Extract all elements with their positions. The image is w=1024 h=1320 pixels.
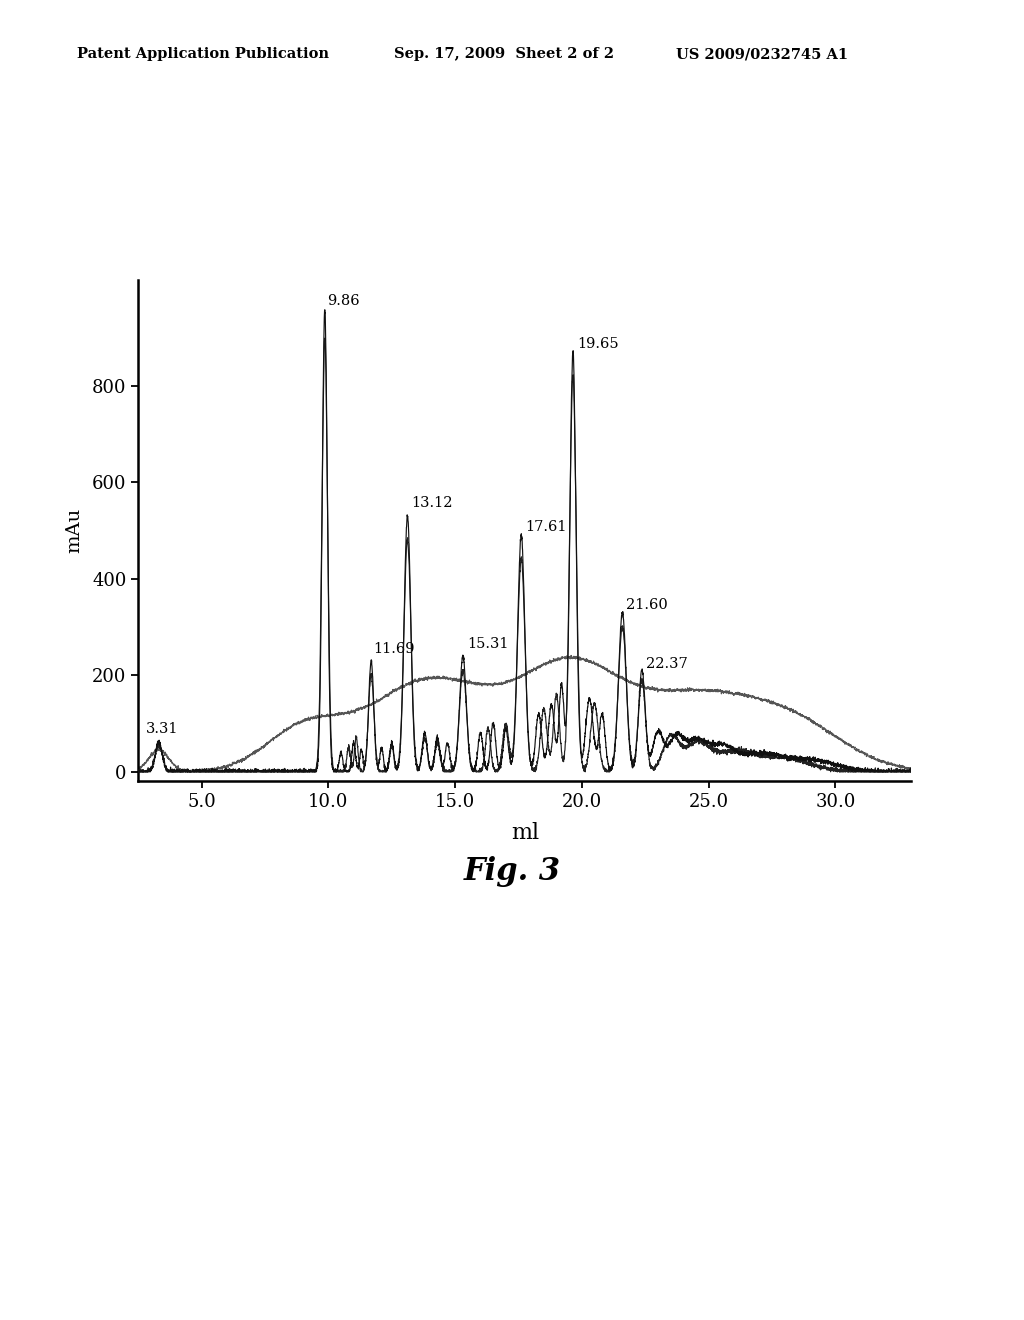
- X-axis label: ml: ml: [511, 822, 539, 845]
- Y-axis label: mAu: mAu: [66, 508, 84, 553]
- Text: Fig. 3: Fig. 3: [464, 855, 560, 887]
- Text: Sep. 17, 2009  Sheet 2 of 2: Sep. 17, 2009 Sheet 2 of 2: [394, 48, 614, 61]
- Text: 3.31: 3.31: [146, 722, 178, 735]
- Text: 21.60: 21.60: [627, 598, 668, 611]
- Text: US 2009/0232745 A1: US 2009/0232745 A1: [676, 48, 848, 61]
- Text: 9.86: 9.86: [328, 294, 360, 308]
- Text: 13.12: 13.12: [412, 496, 453, 511]
- Text: 17.61: 17.61: [525, 520, 566, 535]
- Text: 19.65: 19.65: [577, 337, 618, 351]
- Text: Patent Application Publication: Patent Application Publication: [77, 48, 329, 61]
- Text: 22.37: 22.37: [646, 656, 687, 671]
- Text: 15.31: 15.31: [467, 638, 508, 651]
- Text: 11.69: 11.69: [374, 642, 415, 656]
